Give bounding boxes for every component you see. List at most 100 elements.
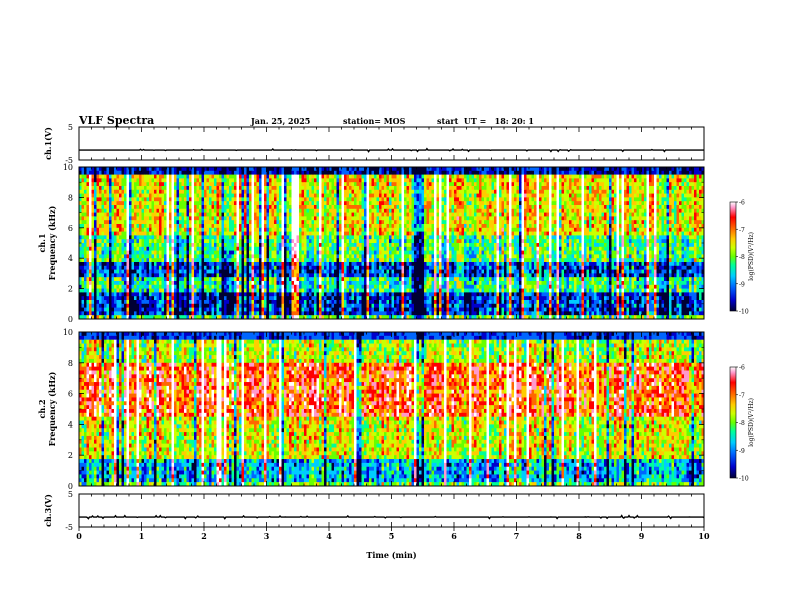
spectrogram-cell (544, 212, 547, 217)
spectrogram-cell (601, 212, 605, 217)
spectrogram-cell (659, 197, 662, 202)
spectrogram-cell (241, 170, 245, 175)
spectrogram-cell (549, 182, 552, 187)
spectrogram-cell (374, 205, 377, 210)
spectrogram-cell (321, 189, 325, 194)
spectrogram-cell (539, 178, 542, 183)
spectrogram-cell (424, 186, 427, 191)
spectrogram-cell (189, 208, 192, 213)
spectrogram-cell (689, 220, 692, 225)
spectrogram-cell (336, 186, 340, 191)
spectrogram-cell (281, 189, 285, 194)
spectrogram-cell (564, 216, 567, 221)
spectrogram-cell (429, 170, 432, 175)
spectrogram-cell (94, 205, 97, 210)
spectrogram-cell (289, 235, 292, 240)
spectrogram-cell (391, 227, 395, 232)
spectrogram-cell (561, 186, 565, 191)
spectrogram-cell (391, 186, 395, 191)
spectrogram-cell (481, 231, 485, 236)
spectrogram-cell (429, 193, 432, 198)
spectrogram-cell (496, 224, 500, 229)
spectrogram-cell (91, 174, 95, 179)
spectrogram-cell (279, 170, 282, 175)
spectrogram-cell (429, 174, 432, 179)
spectrogram-cell (476, 174, 480, 179)
spectrogram-cell (489, 235, 492, 240)
spectrogram-cell (211, 197, 215, 202)
spectrogram-cell (531, 186, 535, 191)
spectrogram-cell (506, 208, 510, 213)
spectrogram-cell (151, 224, 155, 229)
spectrogram-cell (191, 227, 195, 232)
spectrogram-cell (189, 197, 192, 202)
spectrogram-cell (294, 212, 297, 217)
spectrogram-cell (81, 216, 85, 221)
spectrogram-cell (401, 178, 405, 183)
spectrogram-cell (581, 201, 585, 206)
spectrogram-cell (171, 212, 175, 217)
spectrogram-cell (139, 193, 142, 198)
spectrogram-cell (666, 224, 670, 229)
spectrogram-cell (489, 193, 492, 198)
spectrogram-cell (134, 186, 137, 191)
spectrogram-cell (141, 216, 145, 221)
spectrogram-cell (164, 193, 167, 198)
spectrogram-cell (651, 182, 655, 187)
spectrogram-cell (416, 208, 420, 213)
spectrogram-cell (506, 182, 510, 187)
spectrogram-cell (94, 186, 97, 191)
spectrogram-cell (221, 201, 225, 206)
spectrogram-cell (269, 186, 272, 191)
spectrogram-cell (319, 186, 322, 191)
spectrogram-cell (554, 235, 557, 240)
spectrogram-cell (106, 197, 110, 202)
spectrogram-cell (354, 227, 357, 232)
spectrogram-cell (641, 197, 645, 202)
spectrogram-cell (571, 186, 575, 191)
spectrogram-cell (441, 216, 445, 221)
spectrogram-cell (251, 193, 255, 198)
spectrogram-cell (341, 208, 345, 213)
spectrogram-cell (104, 167, 107, 172)
spectrogram-cell (551, 197, 555, 202)
spectrogram-cell (516, 178, 520, 183)
spectrogram-cell (676, 182, 680, 187)
spectrogram-cell (591, 197, 595, 202)
spectrogram-cell (224, 235, 227, 240)
spectrogram-cell (264, 174, 267, 179)
spectrogram-cell (326, 208, 330, 213)
spectrogram-cell (586, 189, 590, 194)
spectrogram-cell (526, 189, 530, 194)
spectrogram-cell (454, 224, 457, 229)
spectrogram-cell (256, 212, 260, 217)
spectrogram-cell (441, 178, 445, 183)
spectrogram-cell (251, 178, 255, 183)
spectrogram-cell (639, 231, 642, 236)
spectrogram-cell (681, 197, 685, 202)
spectrogram-cell (496, 201, 500, 206)
spectrogram-cell (316, 235, 320, 240)
spectrogram-cell (251, 216, 255, 221)
spectrogram-cell (364, 178, 367, 183)
spectrogram-cell (391, 167, 395, 172)
spectrogram-cell (434, 201, 437, 206)
spectrogram-cell (439, 212, 442, 217)
spectrogram-cell (431, 189, 435, 194)
spectrogram-cell (281, 212, 285, 217)
spectrogram-cell (196, 167, 200, 172)
spectrogram-cell (624, 182, 627, 187)
spectrogram-cell (164, 197, 167, 202)
spectrogram-cell (701, 167, 705, 172)
spectrogram-cell (301, 182, 305, 187)
spectrogram-cell (624, 197, 627, 202)
spectrogram-cell (689, 216, 692, 221)
spectrogram-cell (416, 174, 420, 179)
spectrogram-cell (119, 231, 122, 236)
spectrogram-cell (254, 220, 257, 225)
spectrogram-cell (464, 208, 467, 213)
spectrogram-cell (181, 216, 185, 221)
spectrogram-cell (269, 201, 272, 206)
spectrogram-cell (306, 224, 310, 229)
